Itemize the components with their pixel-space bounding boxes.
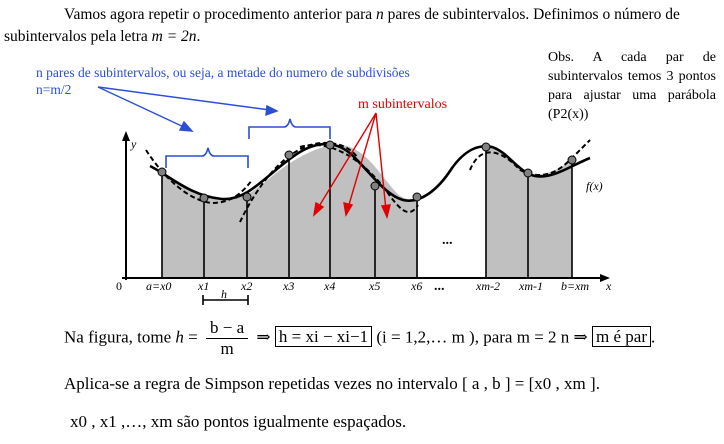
blue-braces [165, 118, 331, 168]
tick-label: x6 [410, 279, 422, 293]
blue-annotation-line1: n pares de subintervalos, ou seja, a met… [36, 65, 410, 80]
fx-label: f(x) [586, 179, 603, 193]
blue-arrows [97, 86, 279, 132]
blue-annotation-line2: n=m/2 [36, 82, 72, 97]
formula1-eq: = [183, 327, 202, 347]
tick-label: x2 [240, 279, 252, 293]
intro-m-eq: m = 2n [151, 28, 197, 45]
obs-note: Obs. A cada par de subintervalos temos 3… [548, 50, 716, 122]
tick-label: xm-2 [475, 279, 500, 293]
h-label: h [221, 287, 227, 301]
origin-label: 0 [116, 279, 122, 293]
sample-points [157, 140, 577, 203]
formula1-mid: (i = 1,2,… m ), para m = 2 n [372, 327, 574, 347]
x-axis-arrow [600, 274, 610, 282]
intro-text-3: . [196, 28, 201, 45]
red-annotation: m subintervalos [358, 97, 448, 112]
intro-text-1: Vamos agora repetir o procedimento anter… [64, 6, 377, 23]
shaded-area-left [162, 144, 418, 278]
formula1-lead: Na figura, tome [64, 327, 176, 347]
simpson-figure: y 0 x f(x) h ... ... a=x0 x1 x2 x3 x4 x5… [97, 86, 612, 305]
blue-annotation: n pares de subintervalos, ou seja, a met… [36, 64, 410, 98]
fraction-denominator: m [220, 339, 234, 358]
parabola-fits [145, 139, 591, 223]
shaded-area-right [486, 146, 572, 278]
intro-text-2: pares de subintervalos. Definimos o núme… [4, 6, 680, 45]
red-arrows [312, 112, 391, 220]
ellipsis-middle: ... [442, 233, 453, 248]
y-axis-arrow [122, 131, 130, 141]
tick-label: x3 [282, 279, 294, 293]
tick-label: x5 [368, 279, 380, 293]
tick-label: x4 [323, 279, 335, 293]
tick-label: a=x0 [146, 279, 171, 293]
tick-label: b=xm [561, 279, 589, 293]
formula1-h: h [175, 327, 184, 347]
ordinate-lines [161, 145, 573, 278]
intro-n: n [376, 6, 384, 23]
fraction-numerator: b − a [206, 318, 249, 339]
formula1-end: . [651, 327, 656, 347]
tick-label: xm-1 [518, 279, 543, 293]
formula-line-3: x0 , x1 ,…, xm são pontos igualmente esp… [70, 412, 407, 431]
formula1-box-h: h = xi − xi−1 [274, 326, 373, 348]
intro-paragraph: Vamos agora repetir o procedimento anter… [4, 4, 720, 48]
h-marker [202, 295, 249, 305]
x-axis-label: x [605, 279, 612, 293]
formula-line-2: Aplica-se a regra de Simpson repetidas v… [64, 374, 600, 393]
y-axis-label: y [130, 137, 137, 151]
ellipsis-axis: ... [434, 279, 445, 294]
tick-label: x1 [197, 279, 209, 293]
formula1-box-m: m é par [592, 326, 652, 348]
